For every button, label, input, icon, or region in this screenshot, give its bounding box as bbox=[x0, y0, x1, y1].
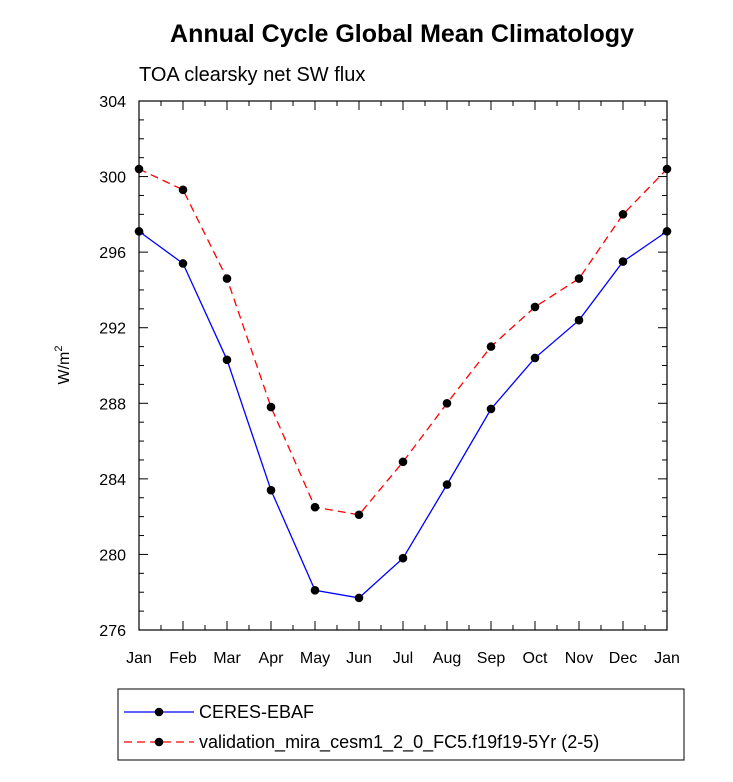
x-tick-label: Aug bbox=[433, 650, 461, 667]
y-tick-label: 284 bbox=[99, 472, 126, 489]
x-tick-label: Feb bbox=[169, 650, 197, 667]
y-tick-label: 280 bbox=[99, 547, 126, 564]
series-1-point bbox=[134, 164, 144, 174]
plot-frame bbox=[138, 100, 668, 631]
y-axis-label-text: W/m bbox=[56, 352, 73, 385]
legend-items: CERES-EBAF validation_mira_cesm1_2_0_FC5.… bbox=[124, 702, 599, 753]
series-line-0 bbox=[138, 230, 668, 599]
x-tick-label: Jul bbox=[393, 650, 413, 667]
legend-label-0: CERES-EBAF bbox=[199, 702, 314, 722]
series-1-point bbox=[486, 342, 496, 351]
series-1-point bbox=[398, 457, 408, 467]
series-0-point bbox=[662, 227, 672, 236]
x-tick-label: Sep bbox=[477, 650, 506, 667]
legend-box bbox=[117, 688, 685, 761]
legend: CERES-EBAF validation_mira_cesm1_2_0_FC5.… bbox=[117, 688, 685, 761]
series-0-point bbox=[310, 586, 320, 595]
series-0-point bbox=[486, 404, 496, 414]
y-tick-label: 304 bbox=[99, 94, 126, 111]
series-0-point bbox=[266, 485, 276, 495]
series-0-point bbox=[530, 353, 540, 363]
series-layer bbox=[134, 164, 672, 603]
legend-marker-0 bbox=[154, 707, 164, 717]
y-tick-label: 288 bbox=[99, 396, 126, 413]
legend-marker-1 bbox=[154, 737, 164, 747]
x-tick-label: Jan bbox=[126, 650, 152, 667]
x-tick-label: Apr bbox=[259, 650, 285, 667]
series-0-point bbox=[354, 593, 364, 603]
x-tick-label: May bbox=[300, 650, 330, 667]
series-1-point bbox=[354, 510, 364, 520]
series-1-point bbox=[222, 274, 232, 283]
y-axis-label: W/m2 bbox=[53, 346, 73, 385]
svg-text:W/m2: W/m2 bbox=[53, 346, 73, 385]
series-1-point bbox=[310, 502, 320, 512]
series-1-point bbox=[178, 185, 188, 195]
series-0-point bbox=[618, 257, 628, 266]
chart-subtitle: TOA clearsky net SW flux bbox=[139, 64, 365, 86]
series-1-point bbox=[574, 274, 584, 283]
x-tick-label: Dec bbox=[609, 650, 637, 667]
y-tick-label: 296 bbox=[99, 245, 126, 262]
series-1-point bbox=[662, 164, 672, 174]
y-tick-label: 276 bbox=[99, 623, 126, 640]
axis-ticks bbox=[138, 100, 668, 631]
series-0-point bbox=[398, 553, 408, 563]
legend-label-1: validation_mira_cesm1_2_0_FC5.f19f19-5Yr… bbox=[199, 732, 599, 753]
series-0-point bbox=[574, 315, 584, 325]
y-axis-label-superscript: 2 bbox=[53, 346, 65, 352]
x-tick-label: Mar bbox=[213, 650, 241, 667]
x-tick-label: Oct bbox=[523, 650, 548, 667]
series-1-point bbox=[442, 398, 452, 408]
series-1-point bbox=[618, 210, 628, 219]
y-tick-label: 300 bbox=[99, 170, 126, 187]
series-0-point bbox=[134, 227, 144, 236]
axis-tick-labels: Jan Feb Mar Apr May Jun Jul Aug Sep Oct Nov Dec Jan2… bbox=[99, 94, 680, 667]
series-0-point bbox=[222, 355, 232, 365]
series-0-point bbox=[178, 259, 188, 268]
y-tick-label: 292 bbox=[99, 321, 126, 338]
series-1-point bbox=[530, 302, 540, 312]
chart-title: Annual Cycle Global Mean Climatology bbox=[170, 20, 634, 48]
series-1-point bbox=[266, 402, 276, 412]
x-tick-label: Jun bbox=[346, 650, 372, 667]
x-tick-label: Nov bbox=[565, 650, 593, 667]
series-0-point bbox=[442, 480, 452, 489]
x-tick-label: Jan bbox=[654, 650, 680, 667]
